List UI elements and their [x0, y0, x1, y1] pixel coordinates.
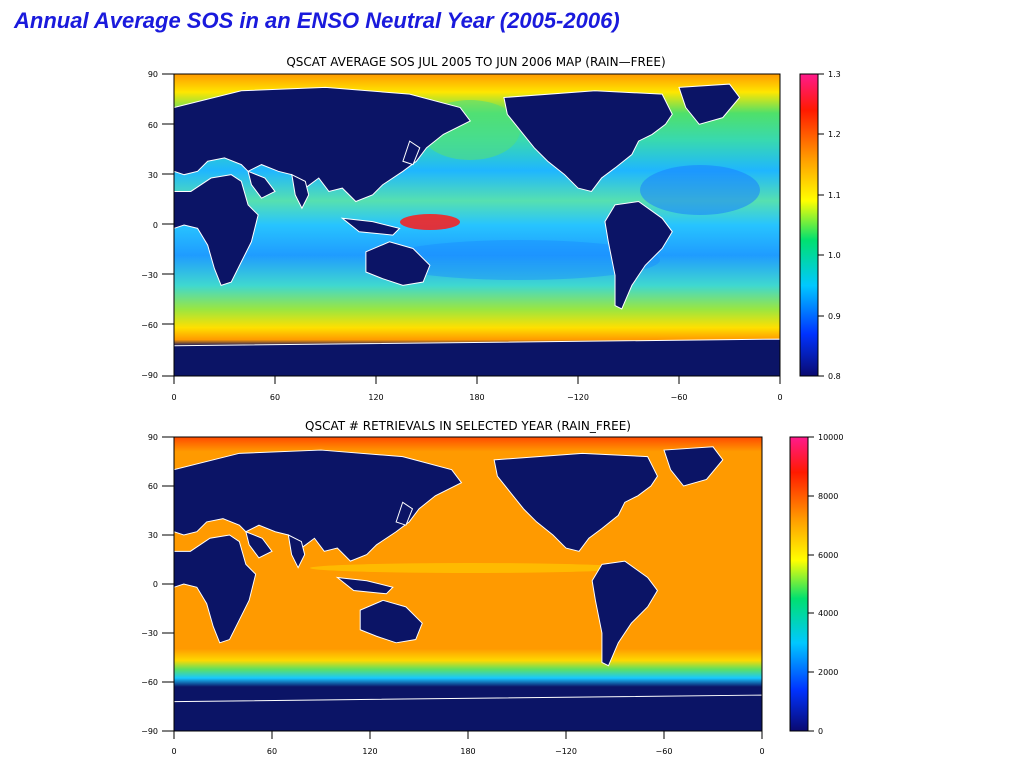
colorbar-tick-label: 0.9 — [828, 312, 841, 321]
lat-tick-label: 90 — [148, 70, 158, 79]
lat-tick-label: 30 — [148, 171, 158, 180]
colorbar-tick-label: 1.0 — [828, 251, 841, 260]
itcz-band — [310, 563, 630, 573]
lon-tick-label: 0 — [777, 393, 782, 402]
lon-tick-label: −60 — [656, 747, 673, 756]
colorbar-tick-label: 2000 — [818, 668, 838, 677]
lat-tick-label: −60 — [141, 321, 158, 330]
lon-tick-label: 180 — [460, 747, 475, 756]
colorbar-tick-label: 1.1 — [828, 191, 841, 200]
lat-tick-label: −30 — [141, 629, 158, 638]
retrievals-map-panel: QSCAT # RETRIEVALS IN SELECTED YEAR (RAI… — [141, 419, 843, 756]
lon-tick-label: 60 — [270, 393, 280, 402]
lon-axis: 0 60 120 180 −120 −60 0 — [171, 393, 782, 402]
lon-tick-label: 120 — [362, 747, 377, 756]
lat-tick-label: −90 — [141, 727, 158, 736]
lat-tick-label: −30 — [141, 271, 158, 280]
lon-tick-label: 0 — [171, 393, 176, 402]
lon-tick-label: −120 — [555, 747, 577, 756]
lat-tick-label: 60 — [148, 482, 158, 491]
colorbar: 10000 8000 6000 4000 2000 0 — [789, 433, 843, 736]
colorbar-tick-label: 0 — [818, 727, 823, 736]
colorbar-tick-label: 0.8 — [828, 372, 841, 381]
lon-tick-label: 0 — [759, 747, 764, 756]
south-pacific-band — [380, 240, 660, 280]
lon-axis: 0 60 120 180 −120 −60 0 — [171, 747, 764, 756]
lon-tick-label: 60 — [267, 747, 277, 756]
lat-axis: 90 60 30 0 −30 −60 −90 — [141, 70, 158, 380]
lon-tick-label: −60 — [671, 393, 688, 402]
lon-tick-label: 0 — [171, 747, 176, 756]
colorbar-tick-label: 6000 — [818, 551, 838, 560]
colorbar-tick-label: 1.3 — [828, 70, 841, 79]
atlantic-gyre — [640, 165, 760, 215]
panel-title: QSCAT # RETRIEVALS IN SELECTED YEAR (RAI… — [305, 419, 631, 433]
colorbar-tick-label: 8000 — [818, 492, 838, 501]
warm-pool-anomaly — [400, 214, 460, 230]
lat-tick-label: 0 — [153, 580, 158, 589]
colorbar: 1.3 1.2 1.1 1.0 0.9 0.8 — [799, 70, 841, 381]
lon-tick-label: 180 — [469, 393, 484, 402]
lat-tick-label: 60 — [148, 121, 158, 130]
colorbar-tick-label: 10000 — [818, 433, 843, 442]
lon-tick-label: 120 — [368, 393, 383, 402]
lat-tick-label: 0 — [153, 221, 158, 230]
lat-tick-label: 30 — [148, 531, 158, 540]
lat-axis: 90 60 30 0 −30 −60 −90 — [141, 433, 158, 736]
sos-map-panel: QSCAT AVERAGE SOS JUL 2005 TO JUN 2006 M… — [141, 55, 841, 402]
slide-title: Annual Average SOS in an ENSO Neutral Ye… — [14, 8, 620, 33]
lon-tick-label: −120 — [567, 393, 589, 402]
lat-tick-label: −90 — [141, 371, 158, 380]
lat-tick-label: −60 — [141, 678, 158, 687]
colorbar-tick-label: 4000 — [818, 609, 838, 618]
lat-tick-label: 90 — [148, 433, 158, 442]
colorbar-tick-label: 1.2 — [828, 130, 841, 139]
panel-title: QSCAT AVERAGE SOS JUL 2005 TO JUN 2006 M… — [286, 55, 665, 69]
